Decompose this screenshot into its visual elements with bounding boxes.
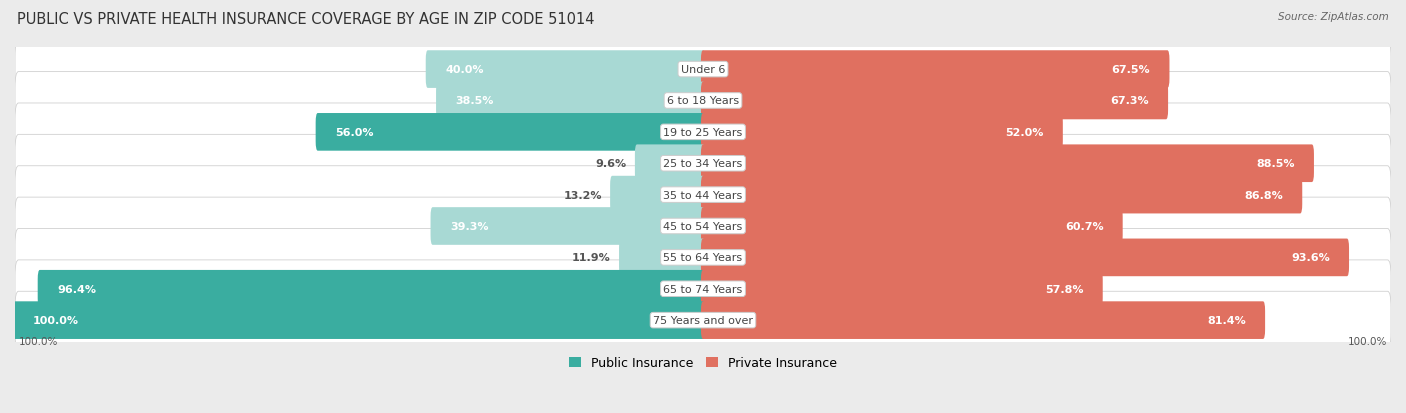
Text: 55 to 64 Years: 55 to 64 Years [664, 253, 742, 263]
Text: 38.5%: 38.5% [456, 96, 494, 106]
Text: 93.6%: 93.6% [1291, 253, 1330, 263]
FancyBboxPatch shape [15, 72, 1391, 130]
Text: Under 6: Under 6 [681, 65, 725, 75]
FancyBboxPatch shape [15, 41, 1391, 99]
Text: 11.9%: 11.9% [572, 253, 610, 263]
Text: 60.7%: 60.7% [1064, 221, 1104, 231]
FancyBboxPatch shape [15, 104, 1391, 161]
FancyBboxPatch shape [702, 301, 1265, 339]
Text: 88.5%: 88.5% [1256, 159, 1295, 169]
FancyBboxPatch shape [15, 166, 1391, 224]
Text: 13.2%: 13.2% [564, 190, 602, 200]
Text: 6 to 18 Years: 6 to 18 Years [666, 96, 740, 106]
Text: 67.3%: 67.3% [1111, 96, 1149, 106]
Text: 100.0%: 100.0% [18, 336, 58, 346]
Text: 100.0%: 100.0% [1348, 336, 1388, 346]
Text: 67.5%: 67.5% [1112, 65, 1150, 75]
Text: 52.0%: 52.0% [1005, 128, 1043, 138]
Text: 56.0%: 56.0% [335, 128, 374, 138]
FancyBboxPatch shape [430, 208, 704, 245]
FancyBboxPatch shape [619, 239, 704, 277]
FancyBboxPatch shape [702, 145, 1315, 183]
FancyBboxPatch shape [702, 239, 1348, 277]
Text: 100.0%: 100.0% [32, 316, 79, 325]
FancyBboxPatch shape [702, 83, 1168, 120]
FancyBboxPatch shape [15, 229, 1391, 287]
FancyBboxPatch shape [636, 145, 704, 183]
FancyBboxPatch shape [702, 176, 1302, 214]
Text: 35 to 44 Years: 35 to 44 Years [664, 190, 742, 200]
FancyBboxPatch shape [426, 51, 704, 89]
FancyBboxPatch shape [436, 83, 704, 120]
Text: 39.3%: 39.3% [450, 221, 488, 231]
Text: 75 Years and over: 75 Years and over [652, 316, 754, 325]
FancyBboxPatch shape [316, 114, 704, 151]
Text: 40.0%: 40.0% [446, 65, 484, 75]
Text: 65 to 74 Years: 65 to 74 Years [664, 284, 742, 294]
Text: 96.4%: 96.4% [58, 284, 96, 294]
FancyBboxPatch shape [15, 198, 1391, 255]
Text: Source: ZipAtlas.com: Source: ZipAtlas.com [1278, 12, 1389, 22]
Text: 57.8%: 57.8% [1045, 284, 1084, 294]
Text: 19 to 25 Years: 19 to 25 Years [664, 128, 742, 138]
Text: 86.8%: 86.8% [1244, 190, 1284, 200]
Text: 81.4%: 81.4% [1208, 316, 1246, 325]
Text: PUBLIC VS PRIVATE HEALTH INSURANCE COVERAGE BY AGE IN ZIP CODE 51014: PUBLIC VS PRIVATE HEALTH INSURANCE COVER… [17, 12, 595, 27]
FancyBboxPatch shape [38, 270, 704, 308]
FancyBboxPatch shape [702, 51, 1170, 89]
FancyBboxPatch shape [13, 301, 704, 339]
FancyBboxPatch shape [610, 176, 704, 214]
FancyBboxPatch shape [702, 114, 1063, 151]
Text: 25 to 34 Years: 25 to 34 Years [664, 159, 742, 169]
FancyBboxPatch shape [702, 270, 1102, 308]
Legend: Public Insurance, Private Insurance: Public Insurance, Private Insurance [564, 351, 842, 374]
FancyBboxPatch shape [15, 260, 1391, 318]
FancyBboxPatch shape [15, 135, 1391, 192]
Text: 45 to 54 Years: 45 to 54 Years [664, 221, 742, 231]
FancyBboxPatch shape [15, 292, 1391, 349]
Text: 9.6%: 9.6% [596, 159, 627, 169]
FancyBboxPatch shape [702, 208, 1122, 245]
